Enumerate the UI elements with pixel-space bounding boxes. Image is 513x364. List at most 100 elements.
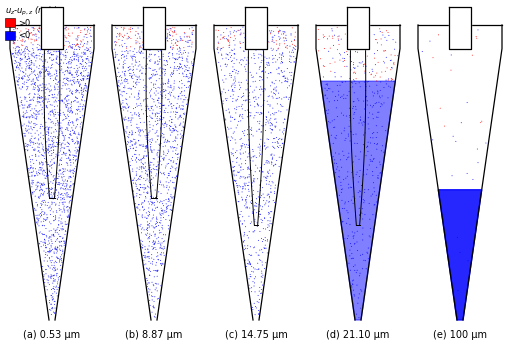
Point [46,108,54,114]
Point [237,167,245,173]
Point [247,72,255,78]
Point [163,58,171,64]
Point [157,43,165,48]
Point [73,134,81,140]
Point [15,85,24,91]
Point [243,114,251,120]
Point [84,72,92,78]
Point [356,212,364,218]
Point [45,193,53,199]
Point [134,138,143,144]
Point [53,256,62,261]
Point [23,115,31,120]
Point [146,196,154,202]
Point [140,119,148,125]
Point [229,159,237,165]
Point [247,197,255,203]
Point [272,84,281,90]
Point [51,134,59,140]
Point [64,160,72,166]
Point [46,258,54,264]
Point [44,25,52,31]
Point [148,206,156,212]
Point [36,185,45,191]
Point [142,168,150,174]
Point [48,273,56,279]
Point [47,286,55,292]
Point [157,230,165,236]
Point [155,54,163,60]
Point [120,71,128,76]
Point [114,83,123,88]
Point [244,107,252,112]
Point [83,41,91,47]
Point [253,100,262,106]
Point [48,65,56,71]
Point [77,54,86,60]
Point [248,209,256,215]
Point [172,37,181,43]
Point [42,172,50,178]
Point [134,39,142,45]
Point [69,78,77,84]
Point [141,160,149,166]
Point [31,122,40,128]
Point [42,147,50,153]
Point [152,28,161,34]
Point [182,67,190,73]
Point [147,218,155,224]
Point [63,167,71,173]
Point [279,60,287,66]
Point [146,159,154,165]
Point [44,34,52,40]
Point [66,70,74,75]
Point [165,180,173,186]
Point [236,112,244,118]
Point [160,170,168,176]
Point [16,63,24,69]
Point [170,145,179,151]
Point [147,106,155,111]
Point [280,35,288,41]
Point [47,119,55,125]
Point [73,70,81,76]
Point [67,162,75,168]
Point [176,114,185,119]
Point [221,62,229,67]
Point [231,78,240,84]
Point [135,127,143,133]
Point [266,120,274,126]
Point [258,123,266,128]
Point [46,55,54,60]
Point [71,52,79,58]
Point [42,119,50,125]
Point [10,35,18,41]
Point [238,194,246,200]
Point [153,71,161,77]
Point [74,132,83,138]
Point [8,29,16,35]
Point [180,93,188,99]
Point [280,94,288,100]
Point [151,27,160,33]
Point [152,216,161,222]
Point [26,58,34,64]
Point [122,117,130,123]
Point [46,102,54,108]
Point [73,135,82,141]
Point [478,118,486,124]
Point [157,182,166,188]
Point [128,74,136,80]
Point [168,128,176,134]
Point [72,164,80,170]
Point [182,101,190,107]
Point [47,145,55,151]
Point [242,68,250,74]
Point [255,257,264,263]
Point [147,188,155,194]
Point [31,147,39,153]
Point [51,144,60,150]
Point [158,225,166,230]
Point [21,55,29,61]
Point [176,62,185,67]
